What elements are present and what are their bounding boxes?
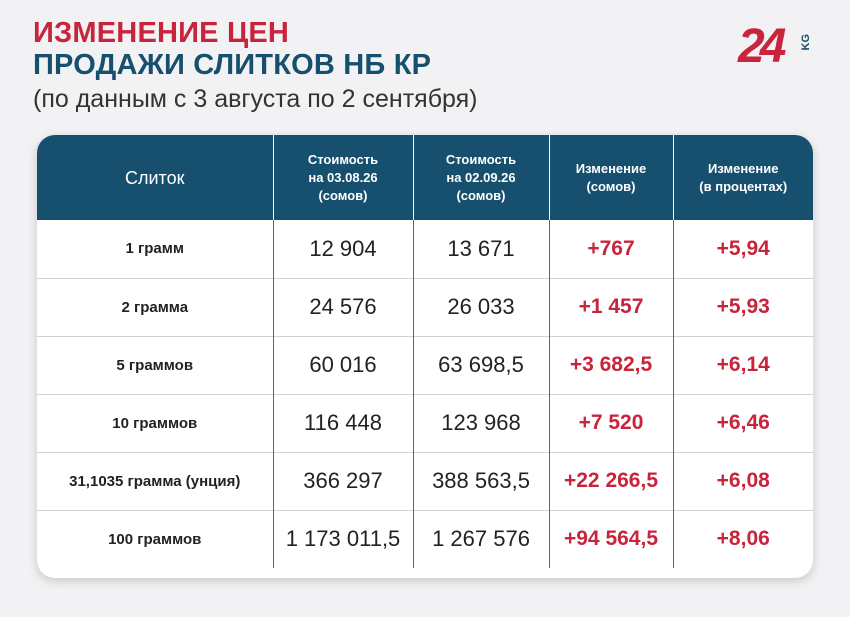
cell-price-end: 1 267 576 <box>413 510 550 568</box>
cell-price-start: 366 297 <box>273 452 414 510</box>
column-header-text: (сомов) <box>586 178 636 194</box>
cell-change-pct: +6,46 <box>716 411 770 434</box>
cell-ingot: 31,1035 грамма (унция) <box>37 452 274 510</box>
cell-ingot: 10 граммов <box>37 394 274 452</box>
cell-ingot: 100 граммов <box>37 510 274 568</box>
cell-change-som: +7 520 <box>549 394 674 452</box>
column-header-text: (сомов) <box>318 187 368 203</box>
cell-change-pct: +8,06 <box>716 527 770 551</box>
cell-price-start: 12 904 <box>273 220 414 278</box>
cell-price-end: 123 968 <box>413 394 550 452</box>
cell-price-end: 26 033 <box>413 278 550 336</box>
column-header-text: Изменение <box>708 160 779 176</box>
column-header-text: на 03.08.26 <box>308 169 378 185</box>
title-line-2: ПРОДАЖИ СЛИТКОВ НБ КР <box>33 49 432 81</box>
subtitle: (по данным с 3 августа по 2 сентября) <box>33 85 478 113</box>
table-header-row: Слиток Стоимость на 03.08.26 (сомов) Сто… <box>37 135 813 220</box>
column-header-text: Слиток <box>125 167 185 188</box>
cell-change-som: +3 682,5 <box>549 336 674 394</box>
cell-change-som: +22 266,5 <box>549 452 674 510</box>
column-header-change-som: Изменение (сомов) <box>549 135 674 220</box>
table-row: 1 грамм 12 904 13 671 +767 +5,94 <box>37 220 813 278</box>
cell-change-som: +1 457 <box>549 278 674 336</box>
column-header-text: Стоимость <box>445 151 517 167</box>
table-row: 31,1035 грамма (унция) 366 297 388 563,5… <box>37 452 813 510</box>
column-header-price-start: Стоимость на 03.08.26 (сомов) <box>273 135 414 220</box>
column-header-ingot: Слиток <box>37 135 274 220</box>
table-row: 10 граммов 116 448 123 968 +7 520 +6,46 <box>37 394 813 452</box>
cell-price-start: 116 448 <box>273 394 414 452</box>
title-line-1: ИЗМЕНЕНИЕ ЦЕН <box>33 17 290 49</box>
cell-price-start: 60 016 <box>273 336 414 394</box>
cell-change-som: +767 <box>549 220 674 278</box>
cell-ingot: 1 грамм <box>37 220 274 278</box>
cell-price-end: 388 563,5 <box>413 452 550 510</box>
logo-24kg: 24 KG <box>738 20 818 73</box>
column-header-text: Стоимость <box>307 151 379 167</box>
price-table-card: Слиток Стоимость на 03.08.26 (сомов) Сто… <box>37 135 813 578</box>
cell-ingot: 5 граммов <box>37 336 274 394</box>
cell-change-pct: +6,14 <box>716 353 770 376</box>
cell-change-som: +94 564,5 <box>549 510 674 568</box>
column-header-text: на 02.09.26 <box>446 169 516 185</box>
column-header-price-end: Стоимость на 02.09.26 (сомов) <box>413 135 550 220</box>
cell-change-pct: +6,08 <box>716 469 770 492</box>
column-header-text: (сомов) <box>456 187 506 203</box>
cell-price-end: 63 698,5 <box>413 336 550 394</box>
column-header-text: (в процентах) <box>699 178 788 194</box>
table-row: 100 граммов 1 173 011,5 1 267 576 +94 56… <box>37 510 813 568</box>
cell-ingot: 2 грамма <box>37 278 274 336</box>
cell-price-start: 24 576 <box>273 278 414 336</box>
price-table: Слиток Стоимость на 03.08.26 (сомов) Сто… <box>37 135 813 568</box>
cell-change-pct: +5,94 <box>716 236 770 260</box>
table-row: 5 граммов 60 016 63 698,5 +3 682,5 +6,14 <box>37 336 813 394</box>
cell-price-end: 13 671 <box>413 220 550 278</box>
cell-price-start: 1 173 011,5 <box>273 510 414 568</box>
cell-change-pct: +5,93 <box>716 295 770 318</box>
logo-suffix: KG <box>800 34 812 51</box>
column-header-change-pct: Изменение (в процентах) <box>673 135 813 220</box>
column-header-text: Изменение <box>575 160 647 176</box>
table-row: 2 грамма 24 576 26 033 +1 457 +5,93 <box>37 278 813 336</box>
logo-number: 24 <box>738 20 786 73</box>
